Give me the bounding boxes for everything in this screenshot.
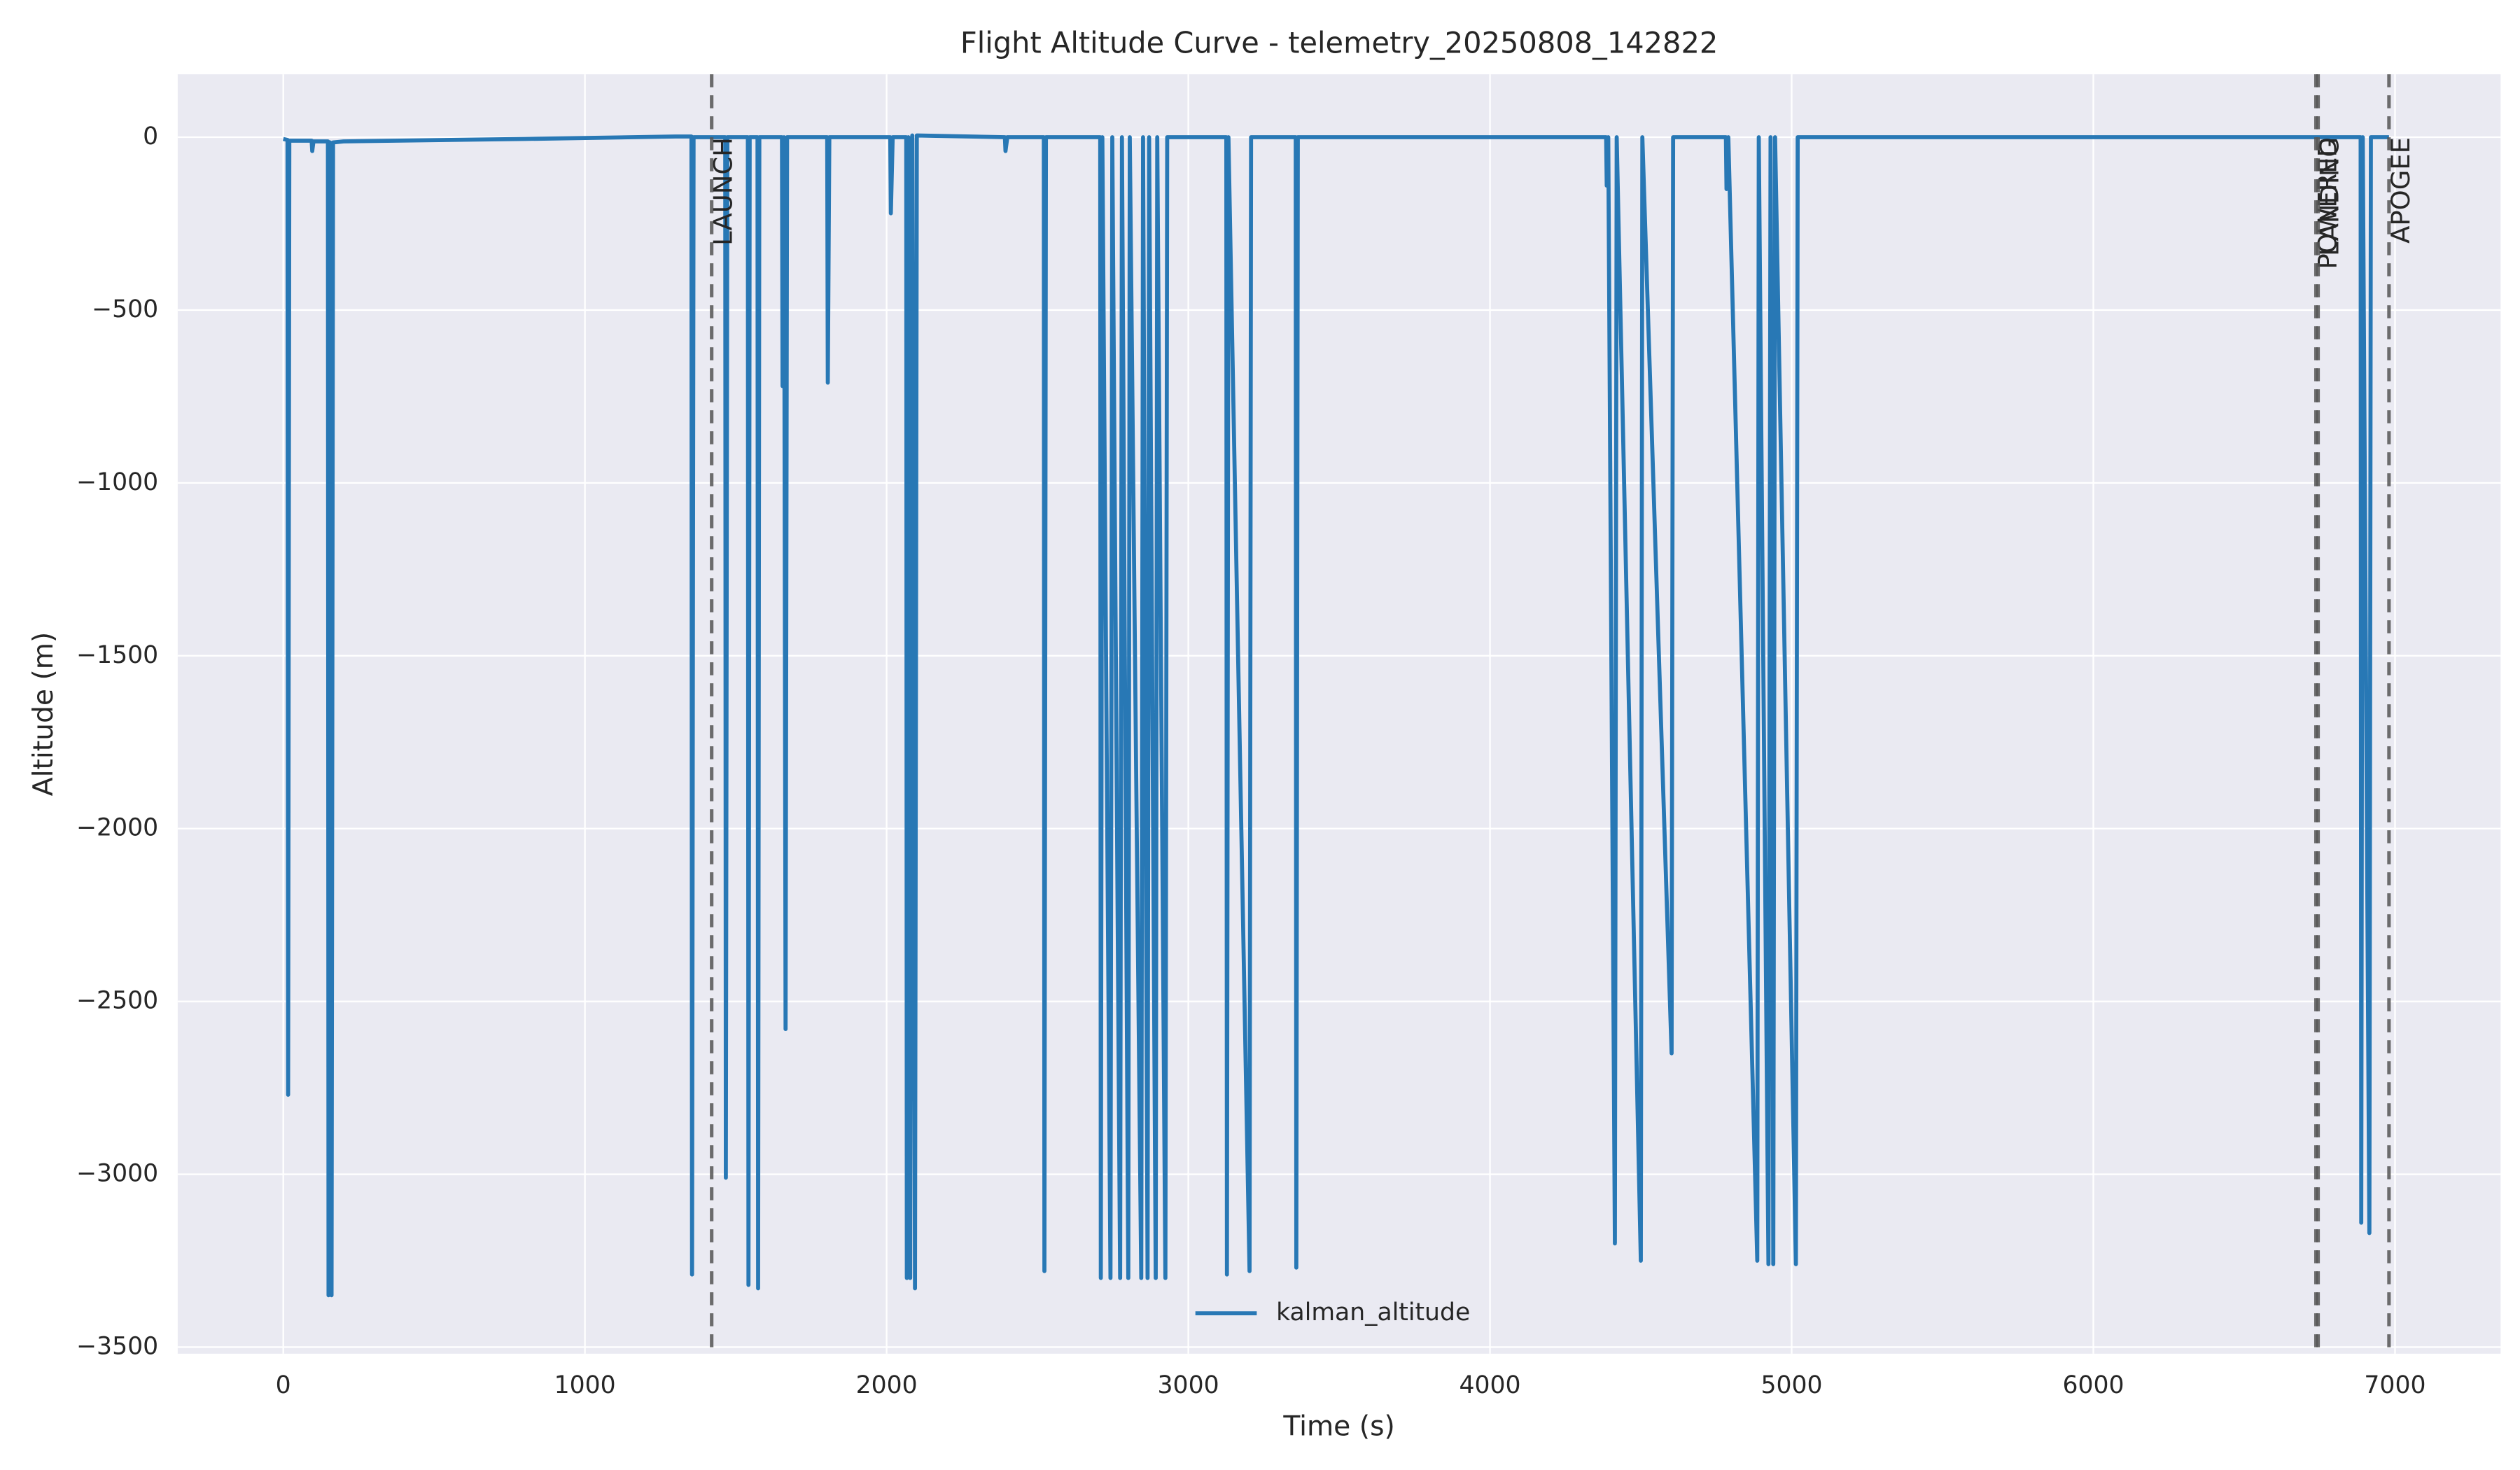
event-label: LAUNCH bbox=[708, 137, 738, 246]
x-tick-label: 3000 bbox=[1158, 1371, 1219, 1399]
chart-title: Flight Altitude Curve - telemetry_202508… bbox=[960, 26, 1718, 60]
event-label: APOGEE bbox=[2386, 137, 2416, 244]
data-line bbox=[282, 133, 2389, 1298]
x-tick-label: 4000 bbox=[1460, 1371, 1521, 1399]
legend-label: kalman_altitude bbox=[1276, 1298, 1470, 1326]
event-label: LANDING bbox=[2315, 137, 2345, 256]
x-tick-label: 6000 bbox=[2062, 1371, 2124, 1399]
x-tick-label: 2000 bbox=[856, 1371, 918, 1399]
y-tick-label: −2000 bbox=[76, 814, 158, 842]
y-tick-label: −3500 bbox=[76, 1332, 158, 1360]
x-tick-label: 0 bbox=[276, 1371, 291, 1399]
y-tick-label: 0 bbox=[143, 122, 158, 150]
x-axis-label: Time (s) bbox=[1282, 1411, 1394, 1443]
y-axis-label: Altitude (m) bbox=[28, 632, 59, 797]
x-tick-label: 1000 bbox=[554, 1371, 616, 1399]
y-tick-label: −500 bbox=[92, 295, 158, 323]
y-tick-label: −2500 bbox=[76, 987, 158, 1015]
legend: kalman_altitude bbox=[1195, 1298, 1470, 1326]
y-tick-label: −3000 bbox=[76, 1160, 158, 1188]
y-tick-label: −1000 bbox=[76, 468, 158, 496]
y-tick-label: −1500 bbox=[76, 641, 158, 669]
x-tick-label: 5000 bbox=[1760, 1371, 1822, 1399]
x-tick-label: 7000 bbox=[2364, 1371, 2426, 1399]
plot-area bbox=[177, 74, 2501, 1354]
